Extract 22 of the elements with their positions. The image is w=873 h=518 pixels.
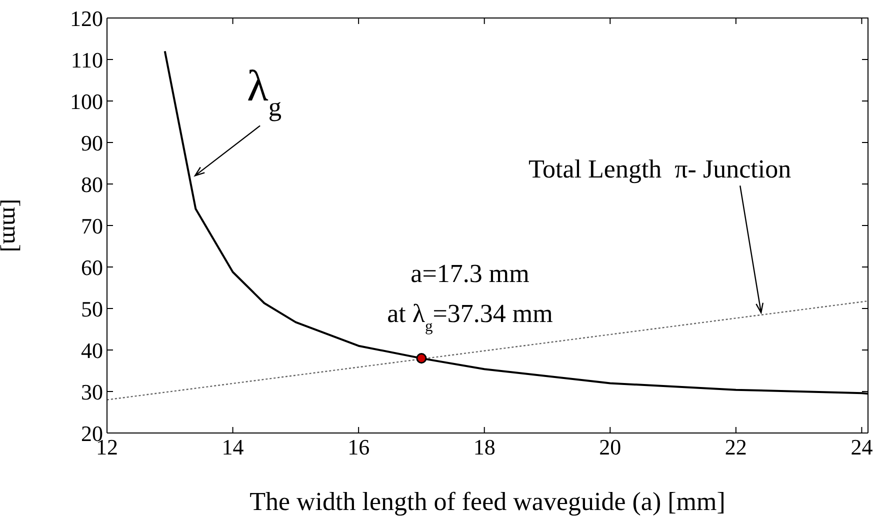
x-tick-label: 16 [348,434,370,460]
annotation: λ$_{g}$ [247,62,282,122]
annotation: at λ$_{g}$=37.34 mm [387,299,553,334]
y-tick-label: 30 [81,379,103,404]
y-tick-label: 110 [70,47,103,72]
y-tick-label: 70 [81,213,103,238]
y-tick-label: 50 [81,296,103,322]
y-tick-label: 90 [81,130,103,156]
y-tick-label: 80 [81,172,103,197]
x-tick-label: 14 [222,434,244,460]
x-tick-label: 20 [599,434,622,460]
x-tick-label: 18 [473,434,496,460]
annotation: Total Length π- Junction [528,154,792,184]
y-tick-label: 60 [81,254,103,280]
x-tick-label: 22 [724,434,747,460]
y-tick-label: 120 [70,6,103,31]
y-tick-label: 40 [81,338,103,363]
y-axis-title: [mm] [0,198,24,252]
y-tick-label: 100 [70,88,103,114]
x-axis-title: The width length of feed waveguide (a) [mm] [250,487,726,516]
annotation: a=17.3 mm [410,259,530,288]
x-tick-label: 24 [850,434,873,460]
